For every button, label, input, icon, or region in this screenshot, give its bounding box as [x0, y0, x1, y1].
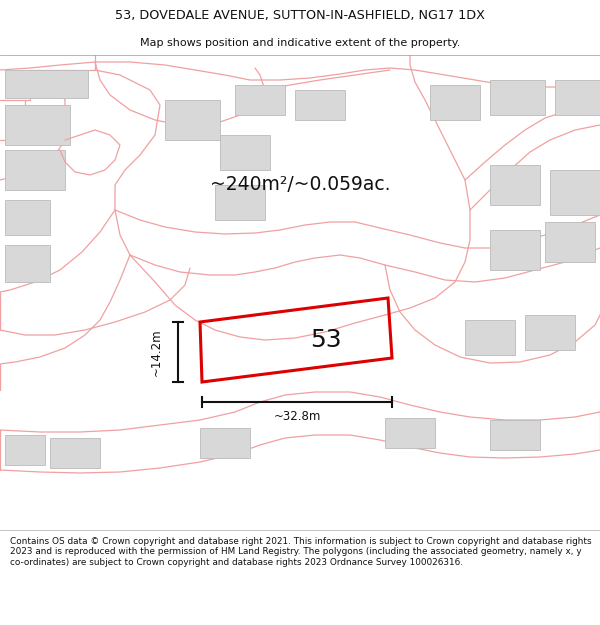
Polygon shape	[555, 80, 600, 115]
Polygon shape	[5, 435, 45, 465]
Polygon shape	[5, 70, 88, 98]
Polygon shape	[5, 200, 50, 235]
Polygon shape	[550, 170, 600, 215]
Polygon shape	[490, 80, 545, 115]
Text: Map shows position and indicative extent of the property.: Map shows position and indicative extent…	[140, 38, 460, 48]
Polygon shape	[5, 150, 65, 190]
Text: ~240m²/~0.059ac.: ~240m²/~0.059ac.	[210, 176, 390, 194]
Polygon shape	[5, 105, 70, 145]
Polygon shape	[5, 245, 50, 282]
Polygon shape	[200, 428, 250, 458]
Text: ~14.2m: ~14.2m	[149, 328, 163, 376]
Polygon shape	[220, 135, 270, 170]
Polygon shape	[545, 222, 595, 262]
Polygon shape	[490, 420, 540, 450]
Polygon shape	[465, 320, 515, 355]
Text: ~32.8m: ~32.8m	[274, 411, 320, 424]
Polygon shape	[50, 438, 100, 468]
Polygon shape	[215, 185, 265, 220]
Polygon shape	[295, 90, 345, 120]
Text: 53: 53	[310, 328, 341, 352]
Text: 53, DOVEDALE AVENUE, SUTTON-IN-ASHFIELD, NG17 1DX: 53, DOVEDALE AVENUE, SUTTON-IN-ASHFIELD,…	[115, 9, 485, 22]
Text: Contains OS data © Crown copyright and database right 2021. This information is : Contains OS data © Crown copyright and d…	[10, 537, 592, 567]
Polygon shape	[430, 85, 480, 120]
Polygon shape	[490, 230, 540, 270]
Polygon shape	[165, 100, 220, 140]
Polygon shape	[235, 85, 285, 115]
Polygon shape	[490, 165, 540, 205]
Polygon shape	[385, 418, 435, 448]
Polygon shape	[525, 315, 575, 350]
